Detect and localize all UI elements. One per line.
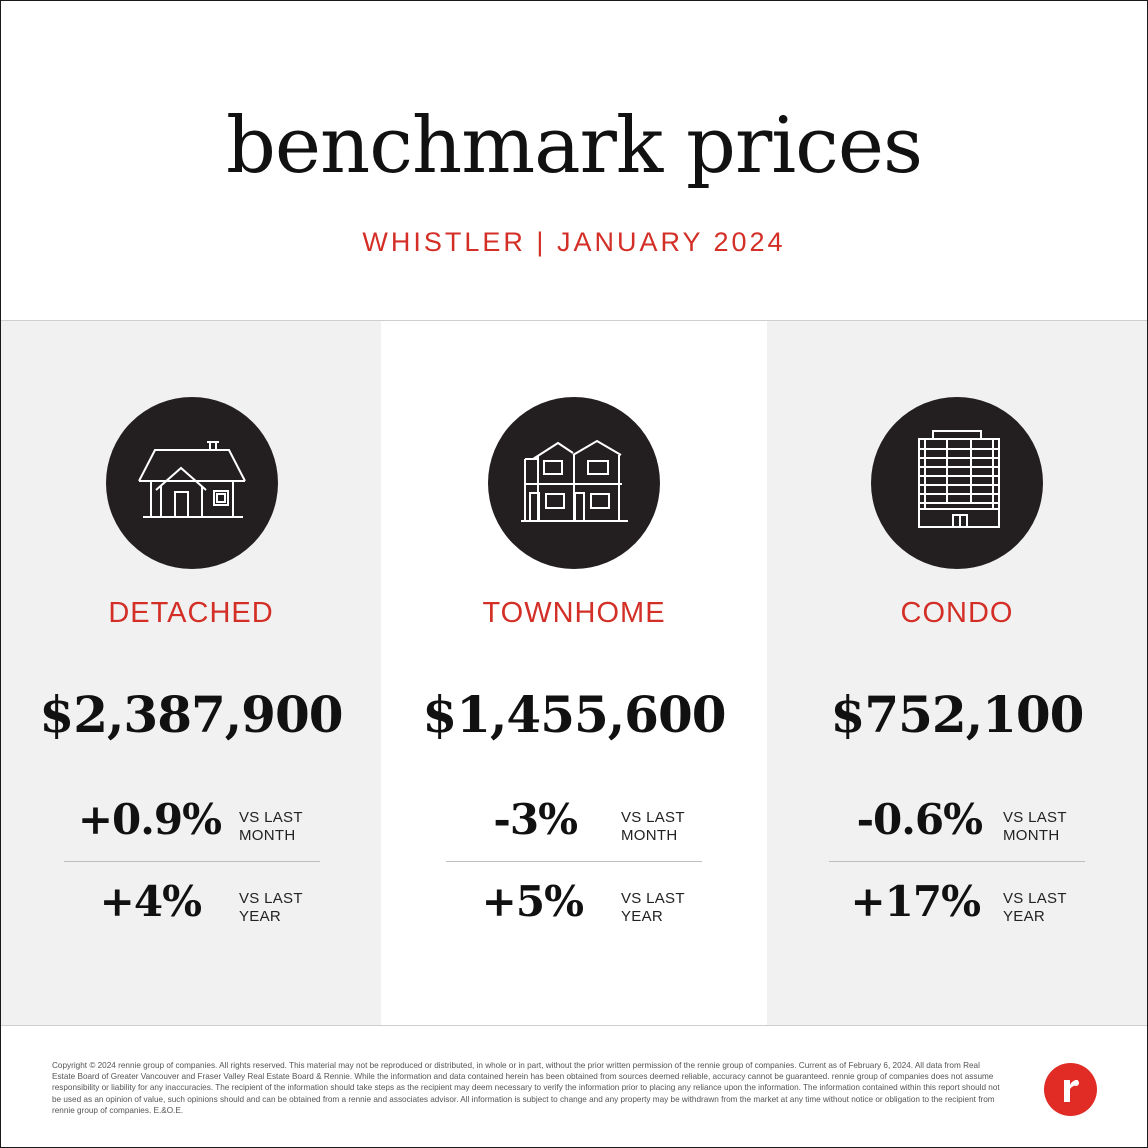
divider (829, 861, 1085, 862)
benchmark-price: $1,455,600 (422, 685, 726, 744)
year-change: +4% (99, 877, 202, 926)
page-title: benchmark prices (225, 101, 923, 191)
panel-townhome: TOWNHOME $1,455,600 -3% VS LAST MONTH +5… (381, 321, 767, 1025)
panel-detached: DETACHED $2,387,900 +0.9% VS LAST MONTH … (1, 321, 381, 1025)
divider (446, 861, 702, 862)
house-icon (106, 397, 278, 569)
vs-last-year-label: VS LAST YEAR (1003, 890, 1067, 925)
condo-building-icon (871, 397, 1043, 569)
divider (64, 861, 320, 862)
page-subtitle: WHISTLER | JANUARY 2024 (362, 227, 786, 257)
property-type-label: DETACHED (108, 597, 274, 629)
rennie-logo-icon (1044, 1063, 1097, 1116)
property-type-label: TOWNHOME (482, 597, 666, 629)
benchmark-price: $752,100 (830, 685, 1085, 744)
vs-last-month-label: VS LAST MONTH (621, 809, 685, 844)
panels-row: DETACHED $2,387,900 +0.9% VS LAST MONTH … (1, 320, 1147, 1026)
vs-last-year-label: VS LAST YEAR (239, 890, 303, 925)
vs-last-year-label: VS LAST YEAR (621, 890, 685, 925)
vs-last-month-label: VS LAST MONTH (239, 809, 303, 844)
month-change: -0.6% (856, 795, 983, 844)
month-change: +0.9% (77, 795, 222, 844)
year-change: +5% (481, 877, 584, 926)
property-type-label: CONDO (900, 597, 1014, 629)
benchmark-price: $2,387,900 (39, 685, 343, 744)
month-change: -3% (493, 795, 578, 844)
townhome-icon (488, 397, 660, 569)
year-change: +17% (850, 877, 981, 926)
copyright-disclaimer: Copyright © 2024 rennie group of compani… (52, 1061, 1000, 1115)
vs-last-month-label: VS LAST MONTH (1003, 809, 1067, 844)
panel-condo: CONDO $752,100 -0.6% VS LAST MONTH +17% … (767, 321, 1147, 1025)
